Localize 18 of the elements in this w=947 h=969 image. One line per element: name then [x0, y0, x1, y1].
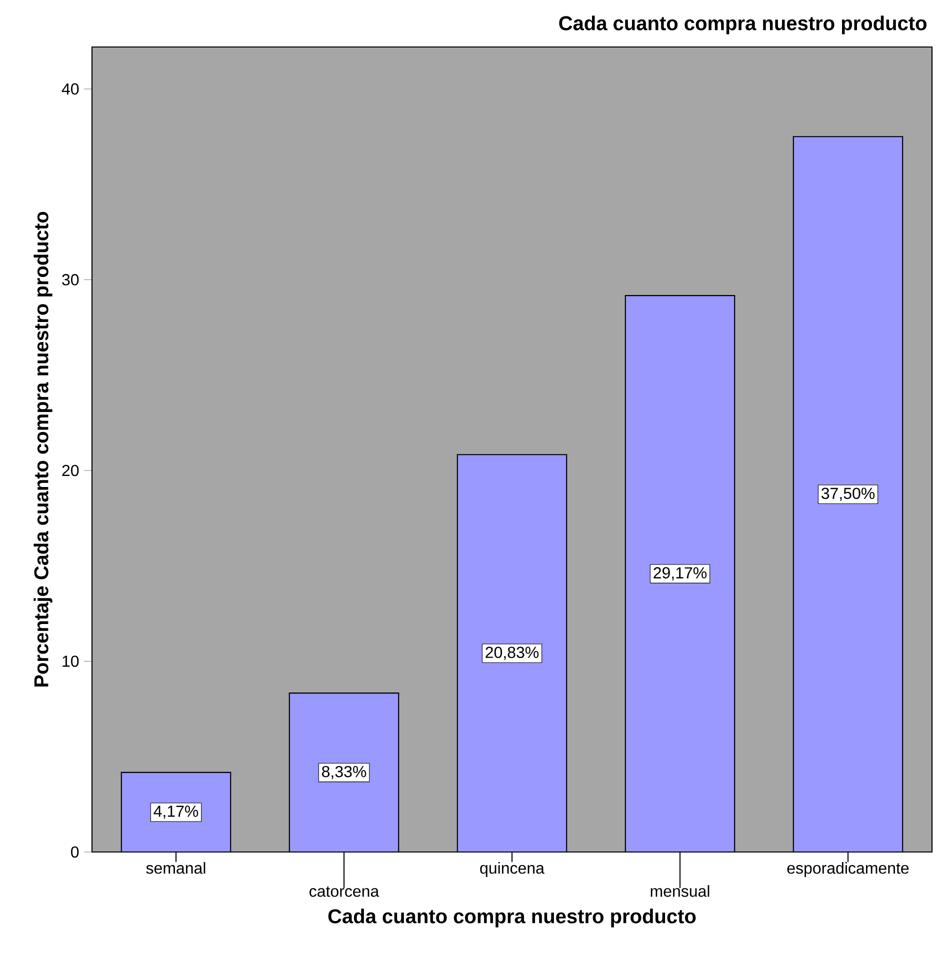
- data-label: 37,50%: [821, 488, 875, 501]
- x-tick-label: semanal: [146, 862, 206, 874]
- chart-title: Cada cuanto compra nuestro producto: [559, 16, 926, 34]
- y-tick-label: 20: [62, 464, 79, 476]
- y-tick-label: 30: [62, 274, 79, 286]
- y-tick-label: 0: [71, 846, 79, 858]
- y-tick-label: 40: [62, 83, 79, 95]
- x-tick-label: catorcena: [310, 886, 380, 897]
- x-axis-title: Cada cuanto compra nuestro producto: [328, 908, 696, 928]
- data-label: 20,83%: [486, 646, 539, 660]
- data-label: 4,17%: [154, 806, 198, 819]
- x-tick-label: quincena: [480, 862, 544, 877]
- y-axis-title: Porcentaje Cada cuanto compra nuestro producto: [34, 212, 52, 687]
- x-tick-label: esporadicamente: [787, 862, 909, 877]
- x-tick-label: mensual: [650, 885, 710, 897]
- y-tick-label: 10: [62, 656, 79, 667]
- data-label: 8,33%: [322, 766, 366, 780]
- data-label: 29,17%: [654, 567, 707, 580]
